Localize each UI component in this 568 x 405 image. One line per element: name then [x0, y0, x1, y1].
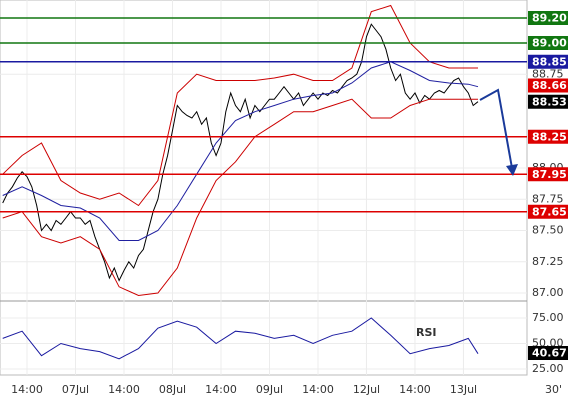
x-tick-label: 14:00 — [108, 383, 140, 396]
y-tick-label: 87.75 — [532, 192, 564, 205]
series-line — [2, 61, 479, 241]
series-line — [2, 98, 478, 297]
label-box-text: 87.65 — [532, 205, 567, 218]
x-tick-label: 07Jul — [62, 383, 89, 396]
x-tick-label: 12Jul — [353, 383, 380, 396]
label-box — [528, 346, 568, 361]
plot-frame — [0, 0, 528, 376]
label-box-text: 88.25 — [532, 130, 567, 143]
x-tick-label: 09Jul — [256, 383, 283, 396]
x-tick-label: 14:00 — [11, 383, 43, 396]
label-box — [528, 129, 568, 144]
series-line — [2, 317, 479, 360]
label-box — [528, 204, 568, 219]
series-line — [2, 4, 478, 207]
x-tick-label: 14:00 — [302, 383, 334, 396]
layers: 87.0087.2587.5087.7588.0088.7514:0007Jul… — [0, 0, 568, 396]
series-line — [2, 23, 479, 282]
x-tick-label: 14:00 — [399, 383, 431, 396]
timeframe: 30' — [545, 383, 562, 396]
label-box-text: 89.00 — [532, 37, 567, 50]
label-box-text: 89.20 — [532, 12, 567, 25]
label-box — [528, 78, 568, 93]
annotation: RSI — [416, 326, 437, 339]
label-box-text: 88.53 — [532, 95, 567, 108]
x-tick-label: 13Jul — [450, 383, 477, 396]
label-box-text: 87.95 — [532, 168, 567, 181]
label-box — [528, 11, 568, 25]
y-tick-label: 87.50 — [532, 224, 564, 237]
y-tick-label: 87.25 — [532, 255, 564, 268]
label-box — [528, 167, 568, 182]
x-tick-label: 08Jul — [159, 383, 186, 396]
forecast-arrow — [479, 88, 513, 169]
x-tick-label: 14:00 — [205, 383, 237, 396]
label-box — [528, 36, 568, 50]
label-box-text: 88.66 — [532, 79, 567, 92]
label-box — [528, 94, 568, 109]
y-tick-label: 75.00 — [532, 311, 564, 324]
y-tick-label: 88.75 — [532, 67, 564, 80]
arrow-head — [506, 164, 518, 176]
y-tick-label: 87.00 — [532, 286, 564, 299]
label-box-text: 88.85 — [532, 55, 567, 68]
label-box — [528, 54, 568, 69]
y-tick-label: 25.00 — [532, 362, 564, 375]
label-box-text: 40.67 — [532, 347, 567, 360]
